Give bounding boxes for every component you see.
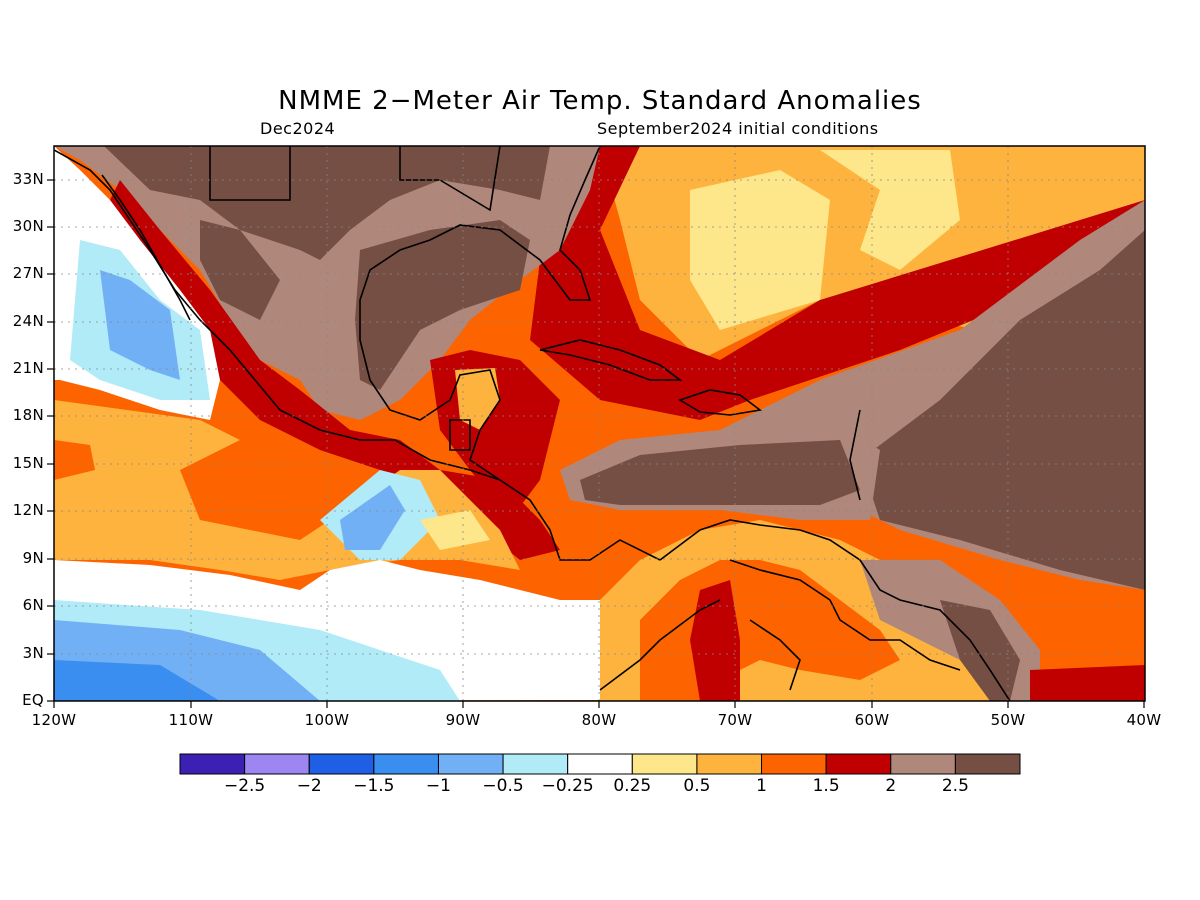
lat-label: 9N: [22, 549, 44, 567]
colorbar-swatch: [437, 753, 504, 775]
lon-label: 40W: [1126, 711, 1162, 729]
colorbar-tick-label: −2: [296, 776, 322, 796]
lat-label: 12N: [12, 501, 44, 519]
colorbar-swatch: [244, 753, 310, 775]
colorbar-swatch: [502, 753, 569, 775]
colorbar-tick-label: 1: [756, 776, 767, 796]
colorbar-tick-label: −2.5: [223, 776, 266, 796]
map-title: NMME 2−Meter Air Temp. Standard Anomalie…: [278, 86, 922, 116]
colorbar-swatch: [567, 753, 633, 775]
lon-label: 110W: [168, 711, 214, 729]
lon-label: 90W: [445, 711, 481, 729]
colorbar-swatch: [631, 753, 698, 775]
colorbar-swatch: [308, 753, 375, 775]
lon-label: 60W: [854, 711, 890, 729]
colorbar-swatch: [825, 753, 892, 775]
init-conditions-label: September2024 initial conditions: [597, 119, 879, 138]
lat-label: 6N: [22, 596, 44, 614]
colorbar-swatch: [761, 753, 827, 775]
coastlines: [54, 146, 1011, 701]
lon-label: 120W: [31, 711, 77, 729]
lat-label: EQ: [22, 691, 44, 709]
colorbar-tick-label: −0.25: [541, 776, 594, 796]
gridlines: [54, 146, 1145, 701]
lon-label: 100W: [304, 711, 350, 729]
colorbar-tick-label: 1.5: [812, 776, 840, 796]
lat-label: 33N: [12, 170, 44, 188]
colorbar-tick-label: −1.5: [353, 776, 395, 796]
lon-label: 50W: [990, 711, 1026, 729]
valid-month-label: Dec2024: [260, 119, 336, 138]
colorbar-tick-label: 2.5: [941, 776, 969, 796]
lon-label: 80W: [581, 711, 617, 729]
colorbar-swatch: [179, 753, 246, 775]
lat-label: 27N: [12, 264, 44, 282]
colorbar-tick-label: −1: [425, 776, 451, 796]
colorbar-tick-label: −0.5: [482, 776, 524, 796]
anomaly-shading: [54, 146, 1145, 701]
lat-label: 18N: [12, 406, 44, 424]
colorbar-tick-label: 0.5: [683, 776, 711, 796]
axis-ticks: [47, 179, 1145, 708]
colorbar-tick-label: 0.25: [613, 776, 652, 796]
colorbar-swatch: [373, 753, 439, 775]
colorbar-tick-label: 2: [885, 776, 897, 796]
lat-label: 3N: [22, 644, 44, 662]
colorbar-swatch: [696, 753, 763, 775]
colorbar-swatch: [954, 753, 1021, 775]
lat-label: 24N: [12, 312, 44, 330]
lat-label: 21N: [12, 359, 44, 377]
lon-label: 70W: [717, 711, 753, 729]
lat-label: 30N: [12, 217, 44, 235]
lat-label: 15N: [12, 454, 44, 472]
colorbar-swatch: [890, 753, 956, 775]
